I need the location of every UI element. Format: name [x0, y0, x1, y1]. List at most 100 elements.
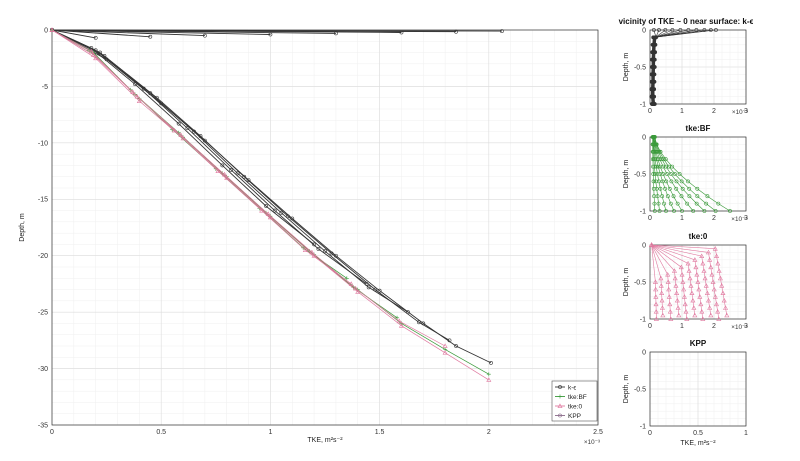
data-point [417, 320, 421, 325]
data-point [724, 312, 730, 318]
series-line [651, 244, 712, 316]
data-point [715, 308, 721, 314]
x-tick-label: 0 [648, 430, 652, 437]
data-point [677, 172, 682, 176]
x-tick-label: 1 [744, 430, 748, 437]
data-point [398, 323, 404, 328]
x-tick-label: 0 [50, 429, 54, 436]
data-point [557, 403, 563, 408]
data-point [663, 28, 668, 32]
series-line [654, 136, 716, 212]
x-axis-label: TKE, m²s⁻² [680, 440, 716, 447]
data-point [667, 301, 673, 307]
series-line [51, 29, 352, 285]
data-point [650, 142, 655, 147]
y-tick-label: -0.5 [634, 279, 646, 286]
data-point [675, 201, 680, 206]
data-point [668, 201, 673, 206]
data-point [653, 50, 658, 55]
data-point [652, 209, 657, 213]
data-point [723, 305, 729, 310]
chart-title: tke:BF [686, 124, 711, 133]
data-point [353, 285, 359, 291]
legend-entry: tke:0 [568, 404, 582, 411]
data-point [708, 264, 714, 270]
data-point [272, 208, 277, 213]
data-point [265, 211, 271, 216]
data-point [652, 65, 657, 69]
x-axis-exponent: ×10⁻³ [584, 439, 600, 446]
data-point [653, 286, 659, 292]
data-point [693, 264, 699, 270]
y-tick-label: 0 [642, 242, 646, 249]
series-line [51, 29, 271, 35]
y-axis-label: Depth, m [623, 375, 630, 404]
data-point [674, 290, 680, 295]
data-point [700, 260, 706, 266]
data-point [679, 271, 685, 277]
y-tick-label: -0.5 [634, 171, 646, 178]
data-point [202, 33, 207, 38]
series-line [653, 29, 657, 105]
data-point [692, 257, 698, 262]
data-point [652, 57, 657, 62]
data-point [698, 301, 704, 307]
series-line [651, 244, 704, 320]
data-point [659, 290, 665, 295]
data-point [348, 281, 354, 286]
series-line [51, 29, 151, 38]
y-tick-label: -1 [640, 423, 646, 430]
y-axis-label: Depth, m [623, 53, 630, 82]
series-line [51, 29, 489, 381]
data-point [690, 297, 696, 303]
data-point [329, 251, 334, 256]
data-point [695, 186, 700, 191]
data-point [684, 316, 690, 321]
data-point [719, 283, 725, 288]
data-point [192, 129, 196, 134]
data-point [706, 297, 712, 303]
series-line [51, 29, 315, 245]
data-point [707, 305, 713, 310]
x-axis-exponent: ×10⁻⁴ [731, 216, 748, 223]
y-tick-label: 0 [642, 349, 646, 356]
x-tick-label: 1 [680, 323, 684, 330]
data-point [651, 186, 656, 191]
data-point [396, 318, 402, 324]
data-point [705, 249, 711, 255]
data-point [714, 253, 720, 258]
data-point [652, 194, 657, 199]
chart-title: vicinity of TKE ~ 0 near surface: k-ϵ [619, 17, 754, 26]
data-point [656, 201, 661, 206]
y-tick-label: -25 [38, 310, 48, 317]
data-point [702, 275, 708, 281]
series-line [654, 136, 731, 212]
data-point [669, 172, 673, 176]
data-point [650, 157, 655, 162]
data-point [652, 87, 657, 92]
data-point [500, 29, 504, 34]
data-point [702, 209, 707, 213]
legend-box [551, 380, 598, 422]
legend: k-ϵ tke:BF tke:0 KPP [551, 380, 598, 422]
data-point [662, 201, 666, 206]
series-line [651, 244, 657, 320]
data-point [687, 275, 693, 281]
data-point [694, 28, 699, 32]
data-point [714, 28, 718, 32]
data-point [673, 283, 679, 288]
data-point [715, 260, 721, 266]
axes-box [649, 136, 747, 212]
data-point [259, 207, 265, 213]
data-point [185, 126, 190, 131]
x-tick-label: 2.5 [593, 429, 603, 436]
data-point [665, 271, 671, 277]
data-point [699, 253, 705, 258]
chart-4: 0 0.5 1 -1 -0.5 0 KPP Depth, m TKE, m²s⁻² [623, 339, 748, 447]
data-point [716, 201, 721, 206]
data-point [665, 194, 670, 199]
y-tick-label: -20 [38, 253, 48, 260]
data-point [364, 282, 369, 286]
data-point [699, 308, 705, 314]
legend-entry: k-ϵ [568, 385, 576, 392]
